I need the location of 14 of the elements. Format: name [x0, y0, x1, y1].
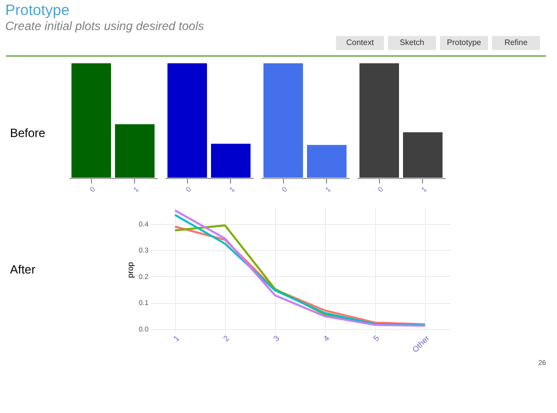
x-tick-label: 3: [272, 333, 282, 344]
y-axis-title: prop: [126, 261, 135, 278]
x-tick-label: 5: [372, 333, 382, 344]
text: Refine: [504, 38, 528, 47]
text: Context: [346, 38, 375, 47]
text: Sketch: [400, 38, 424, 47]
x-tick-label: 2: [222, 333, 232, 344]
text: Prototype: [446, 38, 482, 47]
text: Before: [10, 126, 46, 140]
text: After: [10, 262, 36, 276]
x-tick-label: 1: [172, 333, 182, 344]
text: Prototype: [5, 2, 70, 19]
x-tick-label: 4: [322, 333, 332, 344]
text: Create initial plots using desired tools: [5, 19, 204, 33]
